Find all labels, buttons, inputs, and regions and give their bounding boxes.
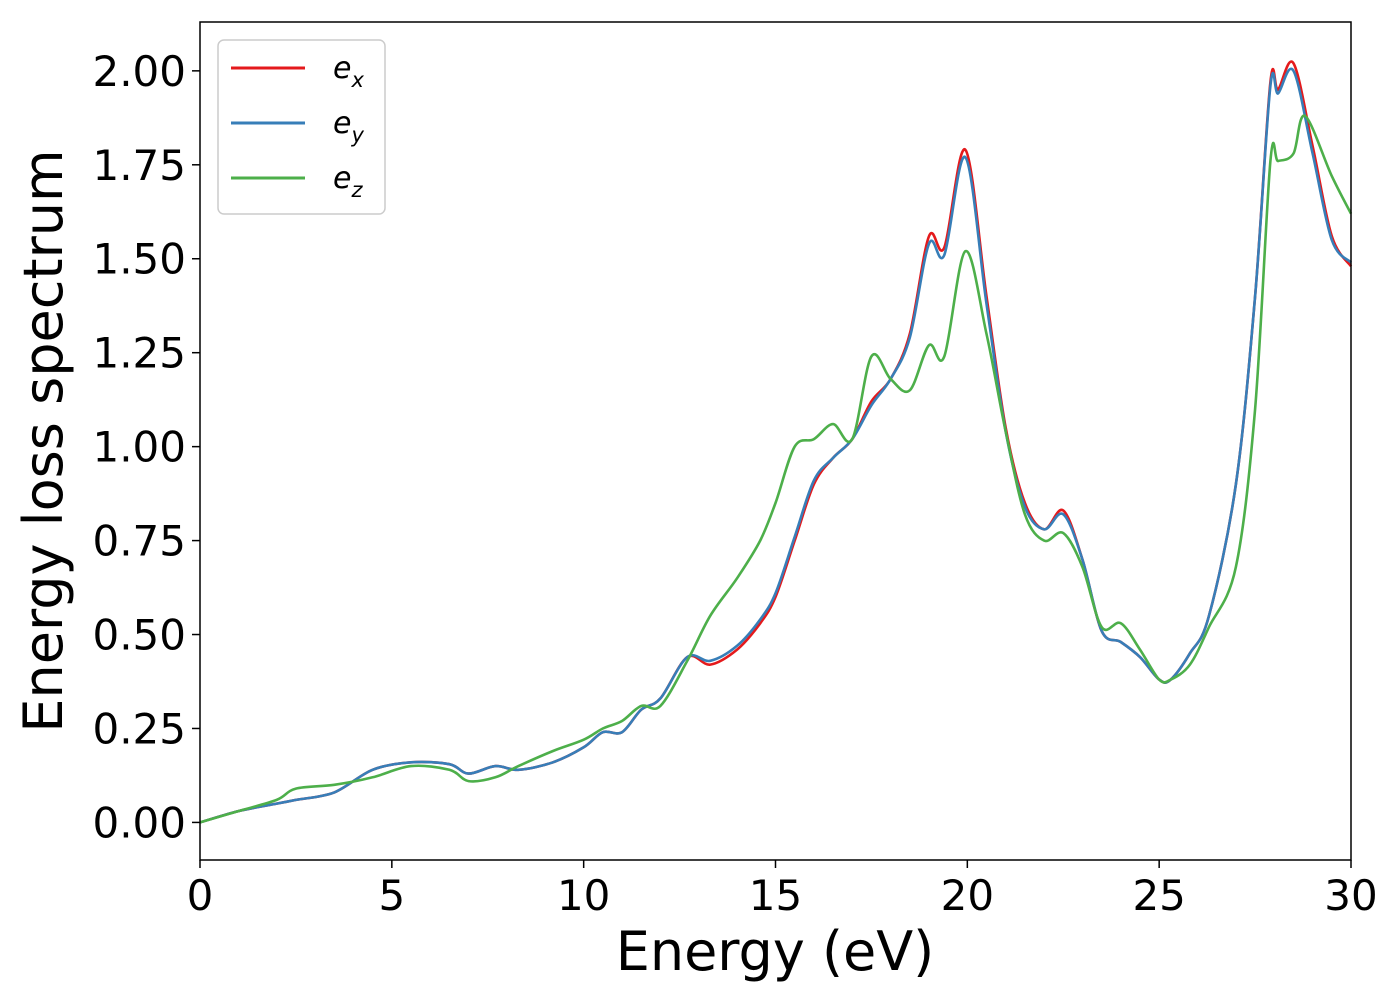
series-lines xyxy=(199,60,1353,824)
y-axis-ticks: 0.00 0.25 0.50 0.75 1.00 1.25 1.50 1.75 2.00 xyxy=(92,47,200,847)
y-tick-label: 2.00 xyxy=(92,47,186,96)
plot-background xyxy=(200,22,1351,860)
legend-label-x: ex xyxy=(333,51,364,92)
x-axis-title: Energy (eV) xyxy=(616,920,935,983)
series-line-y xyxy=(199,67,1352,824)
y-tick-label: 0.00 xyxy=(92,798,186,847)
x-tick-label: 10 xyxy=(557,871,610,920)
legend-label-z: ez xyxy=(333,161,363,202)
x-axis-ticks: 0 5 10 15 20 25 30 xyxy=(187,860,1378,920)
y-tick-label: 1.50 xyxy=(92,235,186,284)
legend-box xyxy=(217,39,386,215)
y-tick-label: 0.75 xyxy=(92,517,186,566)
y-tick-label: 1.25 xyxy=(92,329,186,378)
y-tick-label: 1.75 xyxy=(92,141,186,190)
legend-label-y: ey xyxy=(333,106,364,147)
x-tick-label: 20 xyxy=(941,871,994,920)
y-tick-label: 0.50 xyxy=(92,611,186,660)
series-line-z xyxy=(199,114,1353,824)
x-tick-label: 30 xyxy=(1324,871,1377,920)
x-tick-label: 0 xyxy=(187,871,214,920)
y-tick-label: 0.25 xyxy=(92,704,186,753)
y-tick-label: 1.00 xyxy=(92,423,186,472)
x-tick-label: 5 xyxy=(378,871,405,920)
x-tick-label: 15 xyxy=(749,871,802,920)
y-axis-title: Energy loss spectrum xyxy=(12,149,75,732)
x-tick-label: 25 xyxy=(1132,871,1185,920)
legend: ex ey ez xyxy=(217,39,386,215)
